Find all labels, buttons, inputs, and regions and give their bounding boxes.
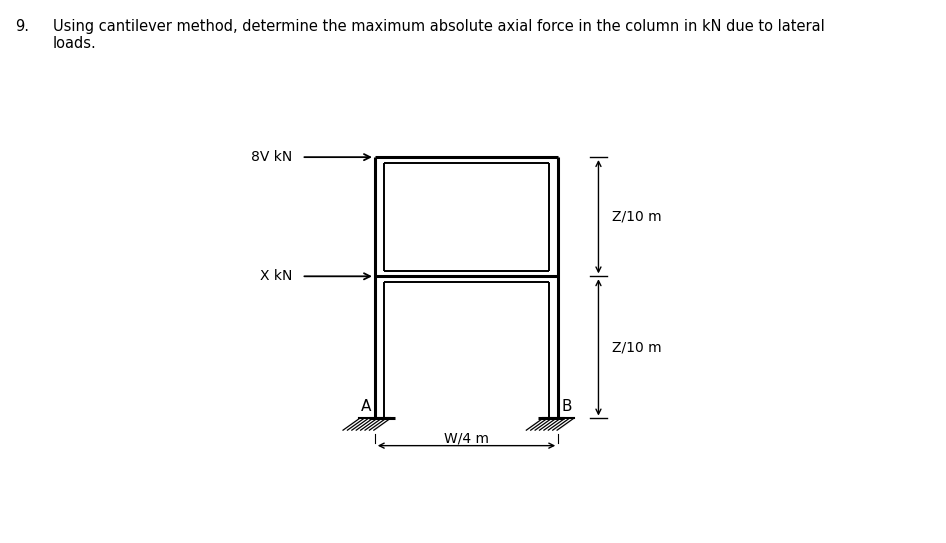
Text: 8V kN: 8V kN xyxy=(252,150,292,164)
Text: Using cantilever method, determine the maximum absolute axial force in the colum: Using cantilever method, determine the m… xyxy=(53,19,825,52)
Text: B: B xyxy=(562,399,572,414)
Text: Z/10 m: Z/10 m xyxy=(612,210,661,224)
Text: Z/10 m: Z/10 m xyxy=(612,340,661,355)
Text: 9.: 9. xyxy=(15,19,29,34)
Text: A: A xyxy=(360,399,371,414)
Text: W/4 m: W/4 m xyxy=(444,432,489,446)
Text: X kN: X kN xyxy=(260,269,292,283)
